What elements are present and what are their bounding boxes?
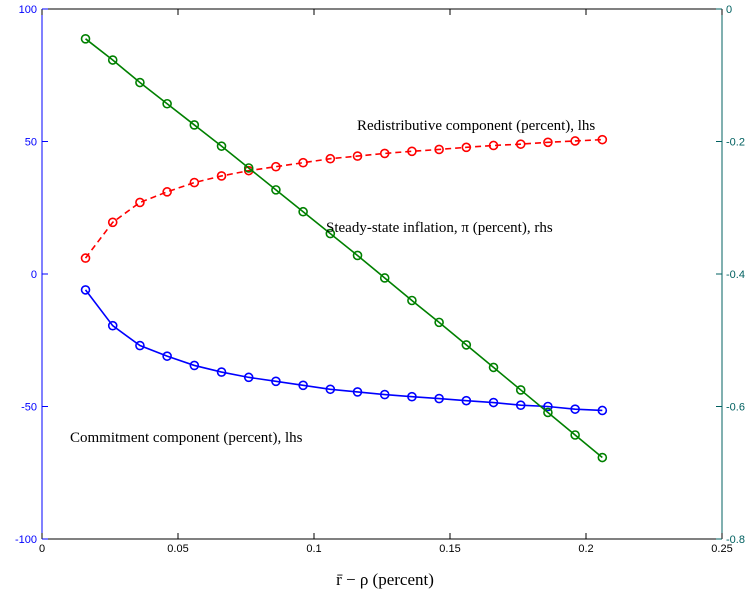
x-tick-label: 0.1: [306, 543, 321, 555]
data-point: [107, 217, 118, 228]
series-line: [85, 38, 603, 459]
data-point: [434, 144, 444, 155]
left-y-axis: -100 -50 0 50 100: [15, 4, 48, 546]
data-point: [597, 134, 608, 145]
annotation-redistributive: Redistributive component (percent), lhs: [357, 118, 595, 134]
data-point: [434, 317, 444, 328]
data-point: [80, 34, 91, 44]
series-2: [80, 34, 608, 463]
data-point: [216, 141, 227, 151]
data-point: [189, 120, 200, 130]
data-point: [434, 393, 444, 404]
data-point: [162, 351, 172, 361]
data-point: [488, 362, 499, 373]
data-point: [352, 387, 363, 397]
data-point: [407, 391, 417, 402]
data-point: [298, 206, 308, 217]
series-layer: [80, 34, 608, 463]
data-point: [379, 273, 390, 283]
data-point: [325, 384, 336, 395]
data-point: [271, 376, 281, 387]
right-y-tick-label: 0: [726, 4, 732, 16]
right-y-tick-label: -0.2: [726, 137, 745, 149]
x-axis: 0 0.05 0.1 0.15 0.2 0.25: [39, 9, 733, 555]
x-tick-label: 0: [39, 543, 45, 555]
data-point: [515, 139, 526, 149]
right-y-axis: -0.8 -0.6 -0.4 -0.2 0: [716, 4, 745, 546]
data-point: [570, 430, 580, 440]
x-axis-label: r̄ − ρ (percent): [336, 570, 434, 589]
data-point: [597, 405, 608, 416]
data-point: [216, 367, 227, 377]
data-point: [570, 404, 580, 414]
data-point: [80, 253, 91, 263]
left-y-tick-label: 0: [31, 269, 37, 281]
data-point: [298, 380, 308, 391]
left-y-tick-label: -50: [21, 402, 37, 414]
series-line: [84, 138, 603, 259]
data-point: [407, 295, 417, 306]
data-point: [515, 400, 526, 410]
data-point: [162, 98, 172, 109]
x-tick-label: 0.2: [578, 543, 593, 555]
left-y-tick-label: -100: [15, 534, 37, 546]
data-point: [352, 250, 363, 261]
data-point: [107, 55, 118, 65]
data-point: [407, 146, 417, 157]
data-point: [162, 187, 172, 197]
data-point: [271, 161, 281, 172]
data-point: [488, 140, 499, 151]
data-point: [543, 407, 553, 418]
data-point: [189, 177, 200, 188]
annotation-commitment: Commitment component (percent), lhs: [70, 430, 303, 446]
x-tick-label: 0.25: [711, 543, 732, 555]
annotation-inflation: Steady-state inflation, π (percent), rhs: [326, 220, 553, 236]
data-point: [379, 389, 390, 400]
series-0: [80, 134, 608, 263]
data-point: [135, 197, 145, 208]
data-point: [243, 163, 254, 173]
right-y-tick-label: -0.8: [726, 534, 745, 546]
series-1: [80, 285, 608, 416]
data-point: [543, 137, 553, 148]
data-point: [461, 142, 472, 153]
data-point: [461, 340, 472, 350]
data-point: [271, 185, 281, 195]
data-point: [107, 320, 118, 331]
data-point: [352, 151, 363, 161]
data-point: [488, 397, 499, 408]
x-tick-label: 0.05: [167, 543, 188, 555]
right-y-tick-label: -0.4: [726, 269, 745, 281]
data-point: [325, 228, 336, 239]
x-tick-label: 0.15: [439, 543, 460, 555]
right-y-tick-label: -0.6: [726, 402, 745, 414]
data-point: [216, 171, 227, 181]
data-point: [570, 136, 580, 146]
data-point: [379, 148, 390, 159]
data-point: [298, 157, 308, 168]
data-point: [597, 452, 608, 463]
left-y-tick-label: 50: [25, 137, 37, 149]
data-point: [135, 340, 145, 351]
left-y-tick-label: 100: [19, 4, 37, 16]
data-point: [515, 385, 526, 395]
data-point: [243, 372, 254, 383]
data-point: [135, 77, 145, 88]
plot-frame: [41, 8, 723, 540]
data-point: [189, 360, 200, 371]
data-point: [80, 285, 91, 295]
data-point: [325, 153, 336, 164]
data-point: [461, 395, 472, 406]
data-point: [543, 401, 553, 412]
